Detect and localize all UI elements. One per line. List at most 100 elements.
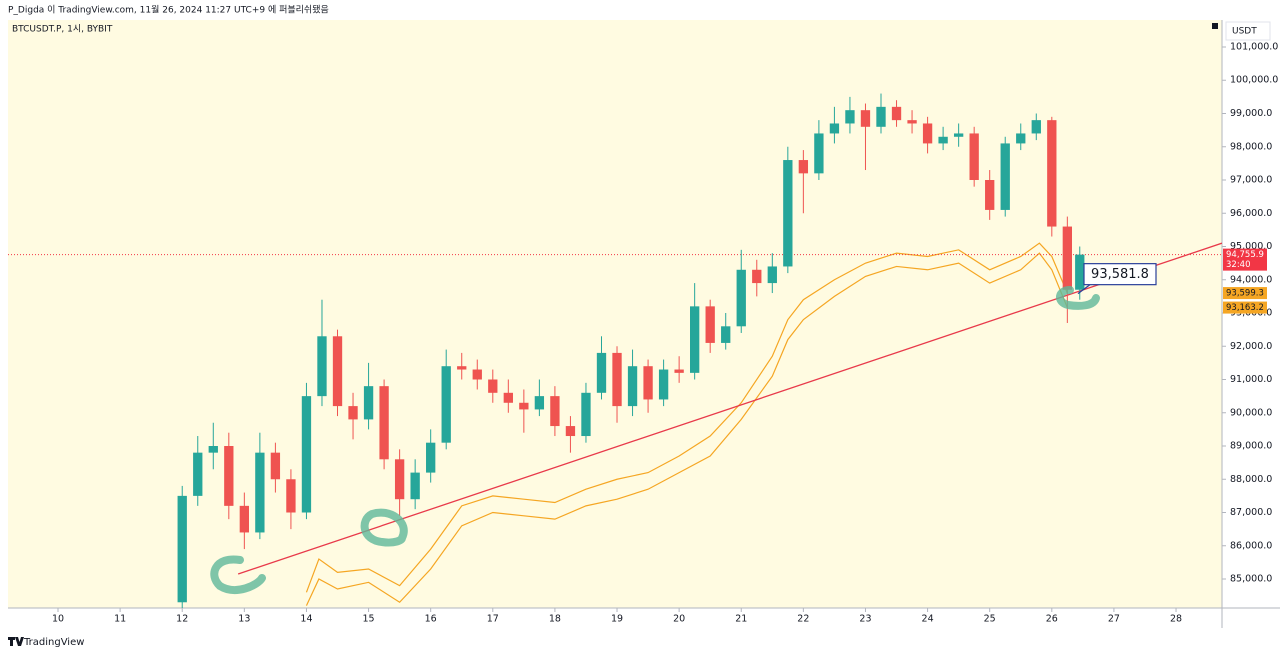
x-tick-label: 18	[549, 614, 561, 625]
candle-body	[441, 366, 451, 443]
x-tick-label: 15	[363, 614, 375, 625]
candle-body	[705, 306, 715, 343]
x-tick-label: 10	[52, 614, 64, 625]
candle-body	[379, 386, 389, 460]
x-tick-label: 28	[1170, 614, 1182, 625]
annotation-box	[1083, 263, 1157, 286]
y-tick-label: 97,000.0	[1230, 175, 1272, 186]
x-tick-label: 21	[735, 614, 747, 625]
candle-body	[596, 352, 607, 393]
candle-body	[783, 160, 793, 267]
band-line	[305, 252, 1068, 606]
candle-body	[1016, 133, 1026, 144]
candle-body	[798, 160, 809, 174]
band-label-box	[1223, 301, 1267, 314]
candle-body	[472, 369, 482, 380]
candle-body	[1047, 120, 1057, 227]
annotation-label: 93,581.8	[1091, 267, 1149, 282]
x-tick-label: 14	[300, 614, 312, 625]
candle-body	[658, 369, 669, 400]
candle-body	[922, 123, 933, 144]
candle-body	[301, 396, 312, 513]
x-tick-label: 11	[114, 614, 126, 625]
candle-body	[488, 379, 498, 393]
y-tick-label: 100,000.0	[1230, 75, 1278, 86]
x-tick-label: 22	[797, 614, 809, 625]
band-label-box	[1223, 287, 1267, 300]
y-tick-label: 96,000.0	[1230, 208, 1272, 219]
x-tick-label: 24	[922, 614, 934, 625]
x-tick-label: 27	[1108, 614, 1120, 625]
candle-body	[255, 452, 265, 533]
price-label-box	[1223, 248, 1267, 271]
currency-box[interactable]	[1225, 21, 1271, 41]
candle-body	[969, 133, 979, 181]
band-label: 93,599.3	[1226, 289, 1264, 299]
x-tick-label: 25	[984, 614, 996, 625]
x-tick-label: 13	[238, 614, 250, 625]
plot-background	[8, 20, 1222, 608]
currency: USDT	[1232, 27, 1257, 37]
candle-body	[457, 366, 467, 370]
y-tick-label: 98,000.0	[1230, 141, 1272, 152]
candle-body	[410, 472, 420, 500]
candle-body	[953, 133, 964, 137]
candle-body	[332, 336, 343, 407]
countdown: 32:40	[1226, 260, 1251, 270]
y-tick-label: 101,000.0	[1230, 41, 1278, 52]
candle-body	[581, 392, 591, 437]
icon[interactable]	[1212, 23, 1218, 29]
y-tick-label: 87,000.0	[1230, 507, 1272, 518]
candle-body	[394, 459, 405, 500]
x-tick-label: 20	[673, 614, 685, 625]
candle-body	[270, 452, 281, 480]
candle-body	[721, 326, 731, 343]
candle-body	[752, 269, 762, 284]
candle-body	[876, 106, 886, 127]
candle-body	[1000, 143, 1010, 210]
candle-body	[1062, 226, 1072, 290]
y-tick-label: 94,000.0	[1230, 274, 1272, 285]
candle-body	[193, 452, 203, 496]
candle-body	[550, 396, 560, 427]
y-tick-label: 92,000.0	[1230, 341, 1272, 352]
candle-body	[1075, 254, 1085, 290]
candle-body	[736, 269, 746, 327]
candle-body	[860, 110, 871, 127]
candle-body	[829, 123, 840, 134]
candle-body	[643, 366, 653, 400]
logo	[8, 637, 24, 646]
candle-body	[612, 352, 622, 407]
x-tick-label: 12	[176, 614, 188, 625]
band-line	[305, 242, 1068, 593]
candle-body	[177, 495, 187, 603]
candle-body	[938, 136, 948, 144]
annotation-arrow	[1077, 284, 1091, 295]
candle-body	[426, 442, 436, 473]
candle-body	[286, 479, 296, 513]
axes: 85,000.0 86,000.0 87,000.0 88,000.0 89,000.0…	[52, 41, 1278, 624]
band-label: 93,163.2	[1226, 303, 1264, 313]
y-tick-label: 99,000.0	[1230, 108, 1272, 119]
candle-body	[1031, 120, 1041, 134]
candle-body	[907, 120, 917, 124]
y-tick-label: 89,000.0	[1230, 441, 1272, 452]
y-tick-label: 86,000.0	[1230, 540, 1272, 551]
candle-body	[534, 396, 545, 410]
candle-body	[565, 426, 576, 437]
y-tick-label: 88,000.0	[1230, 474, 1272, 485]
candle-body	[503, 392, 513, 403]
candle-body	[519, 402, 529, 410]
candle-body	[627, 366, 638, 407]
candle-body	[239, 505, 249, 533]
x-tick-label: 23	[859, 614, 871, 625]
x-tick-label: 19	[611, 614, 623, 625]
y-tick-label: 95,000.0	[1230, 241, 1272, 252]
y-tick-label: 85,000.0	[1230, 574, 1272, 585]
candle-body	[348, 406, 358, 420]
price-label: 94,755.9	[1226, 250, 1264, 260]
candle-body	[767, 266, 777, 284]
candle-body	[317, 336, 327, 397]
